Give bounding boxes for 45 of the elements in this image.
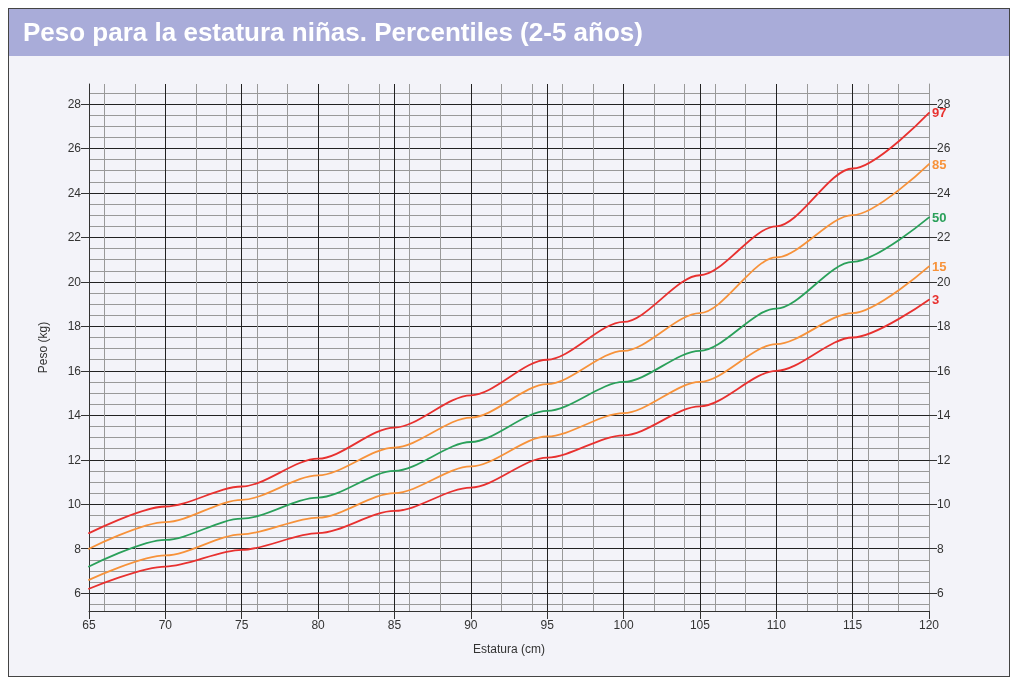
y2-tick-label: 14 [937, 408, 951, 423]
y2-tick-label: 16 [937, 363, 951, 378]
y-tick-label: 16 [67, 363, 82, 378]
x-tick-label: 70 [158, 618, 173, 632]
y-tick-label: 26 [67, 141, 82, 156]
y2-tick-label: 8 [937, 541, 944, 556]
series-label: 15 [932, 258, 947, 274]
x-tick-label: 85 [387, 618, 402, 632]
y-tick-label: 20 [67, 274, 82, 289]
line-series [88, 112, 930, 535]
y2-tick-label: 20 [937, 274, 951, 289]
y2-tick-label: 22 [937, 230, 951, 245]
series-label: 85 [932, 156, 947, 172]
x-tick-label: 75 [235, 618, 249, 632]
x-tick-label: 65 [82, 618, 96, 632]
y2-tick-label: 26 [937, 141, 951, 156]
y-tick-label: 28 [67, 97, 82, 112]
y2-tick-label: 12 [937, 452, 951, 467]
series-label: 50 [932, 209, 947, 225]
series-label: 3 [932, 292, 940, 308]
x-axis-title: Estatura (cm) [472, 642, 546, 656]
y-tick-label: 18 [67, 319, 82, 334]
y2-tick-label: 18 [937, 319, 951, 334]
x-tick-label: 95 [540, 618, 555, 632]
y2-tick-label: 24 [937, 185, 951, 200]
x-tick-label: 120 [918, 618, 940, 632]
x-tick-label: 105 [689, 618, 711, 632]
x-tick-label: 115 [843, 618, 863, 632]
y-tick-label: 12 [67, 452, 82, 467]
chart-title: Peso para la estatura niñas. Percentiles (2-5 años) [9, 9, 1009, 56]
y-tick-label: 10 [67, 497, 82, 512]
x-tick-label: 100 [613, 618, 634, 632]
line-series [88, 216, 930, 568]
x-tick-label: 110 [766, 618, 787, 632]
y2-tick-label: 6 [937, 586, 944, 601]
y-axis-title: Peso (kg) [36, 321, 50, 374]
y-tick-label: 8 [74, 541, 82, 556]
x-tick-label: 90 [464, 618, 478, 632]
y-tick-label: 24 [67, 185, 82, 200]
line-series [88, 163, 930, 550]
y-tick-label: 6 [74, 586, 82, 601]
y-tick-label: 14 [67, 408, 82, 423]
x-tick-label: 80 [311, 618, 326, 632]
y-tick-label: 22 [67, 230, 82, 245]
y2-tick-label: 10 [937, 497, 951, 512]
